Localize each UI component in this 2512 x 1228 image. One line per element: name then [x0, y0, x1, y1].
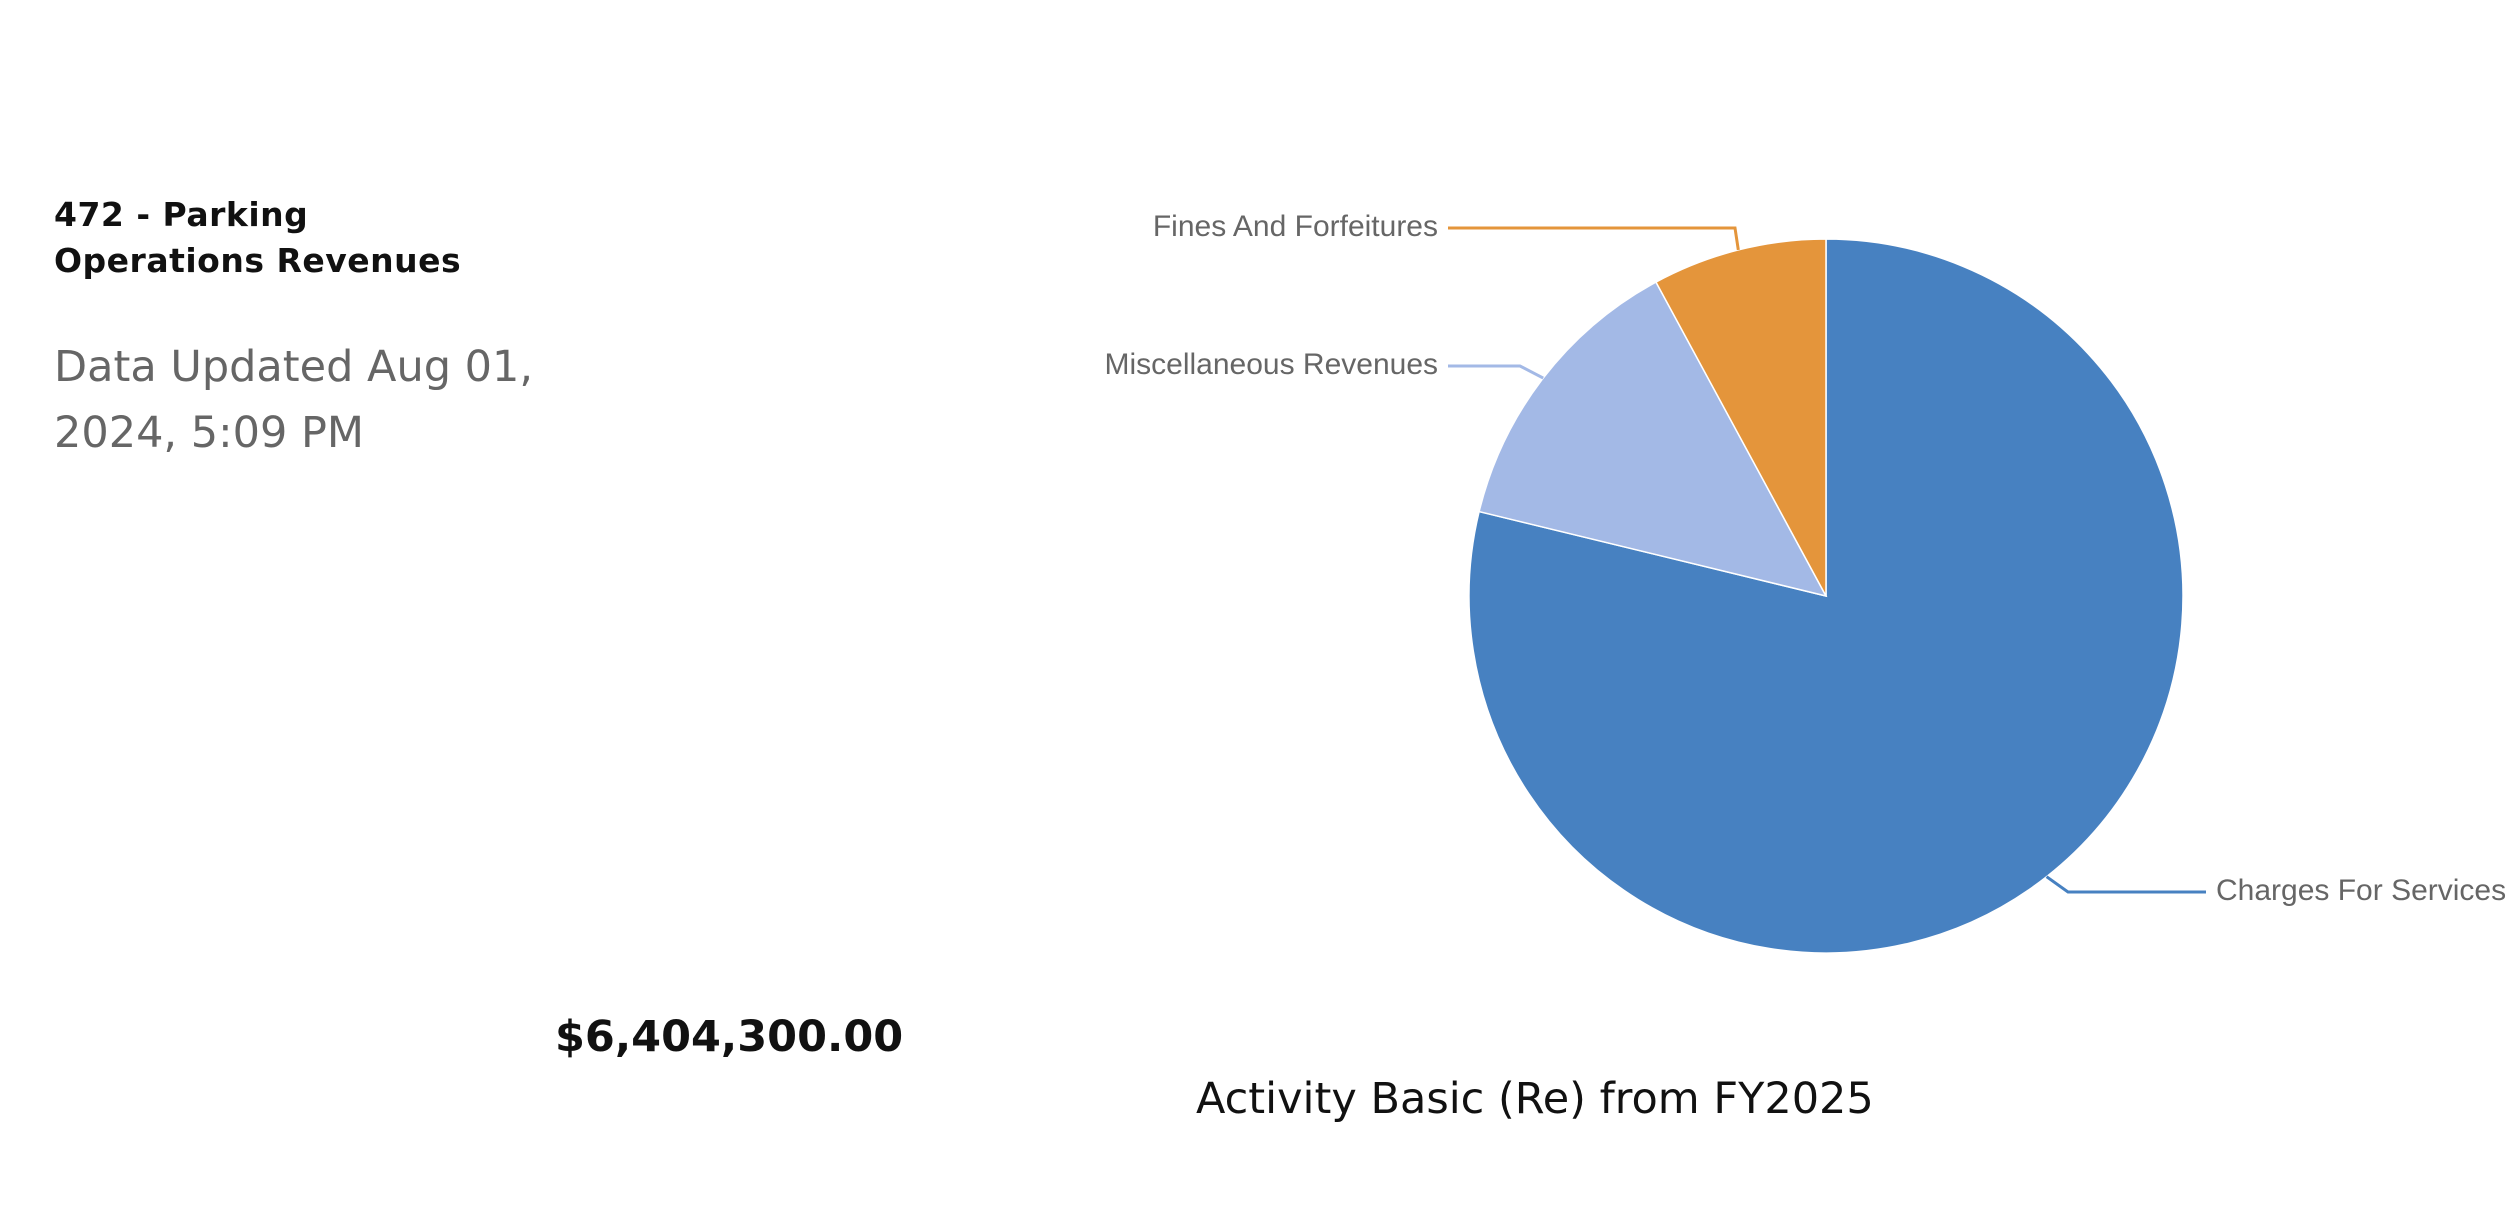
data-updated-text: Data Updated Aug 01, 2024, 5:09 PM	[54, 342, 534, 458]
leader-line-charges-for-services	[2045, 875, 2206, 894]
slice-label-miscellaneous-revenues: Miscellaneous Revenues	[1104, 348, 1438, 381]
slice-label-fines-and-forfeitures: Fines And Forfeitures	[1153, 210, 1438, 243]
pie-slice-miscellaneous-revenues[interactable]	[1478, 281, 1828, 598]
page-title: 472 - Parking Operations Revenues	[54, 195, 462, 280]
leader-line-miscellaneous-revenues	[1448, 364, 1544, 380]
leader-line-fines-and-forfeitures	[1448, 226, 1740, 251]
chart-title: Activity Basic (Re) from FY2025	[1196, 1074, 1874, 1124]
slice-label-charges-for-services: Charges For Services	[2216, 874, 2506, 907]
total-amount: $6,404,300.00	[555, 1012, 904, 1062]
